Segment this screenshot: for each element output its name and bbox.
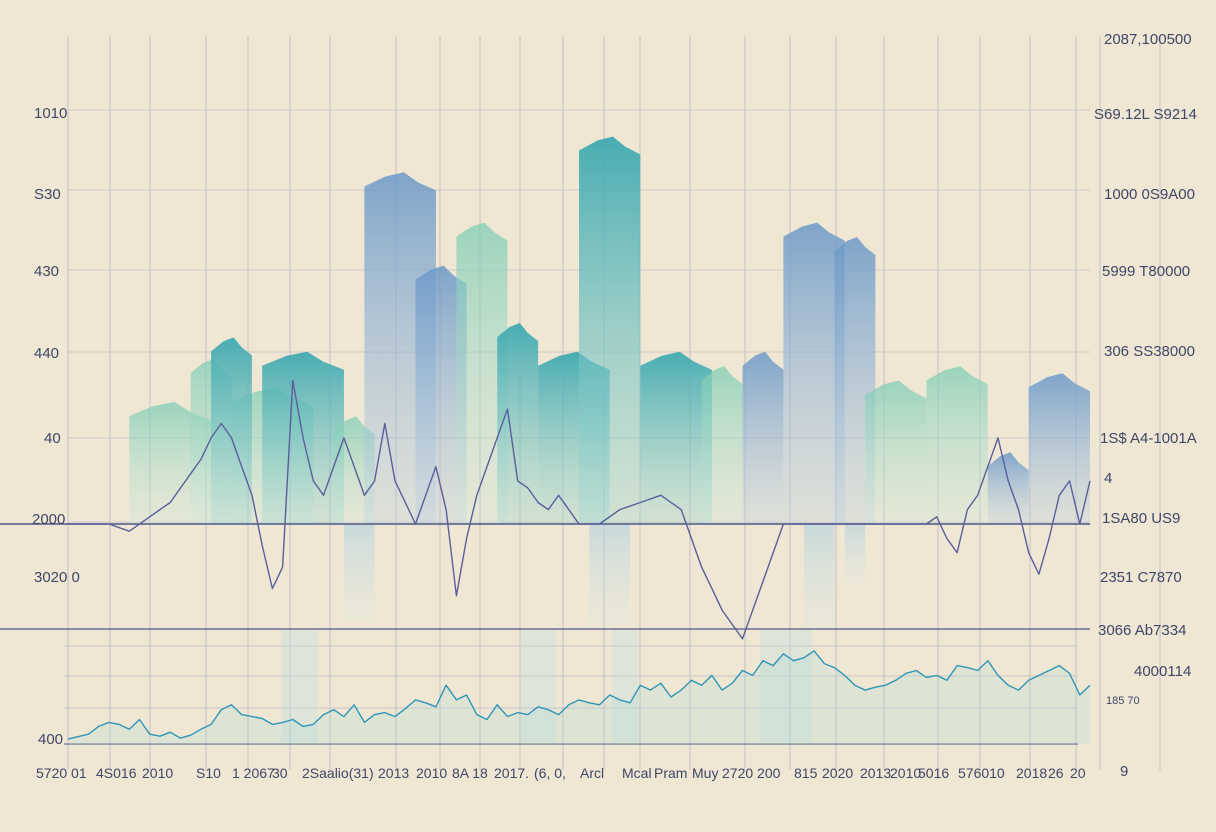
line-series	[67, 379, 1091, 744]
tick-label: 400	[38, 731, 63, 748]
tick-label: 9	[1120, 763, 1128, 780]
bar	[987, 452, 1029, 524]
bar	[589, 524, 631, 625]
tick-label: 30	[272, 765, 288, 781]
bar	[701, 366, 743, 524]
tick-label: 2018	[1016, 765, 1047, 781]
tick-label: 306 SS38000	[1104, 343, 1195, 360]
tick-label: 1SA80 US9	[1102, 510, 1180, 527]
tick-label: 4S016	[96, 765, 137, 781]
tick-label: 5720 01	[36, 765, 87, 781]
tick-label: S69.12L S9214	[1094, 106, 1197, 123]
bar	[211, 337, 252, 524]
tick-label: 1 2067	[232, 765, 275, 781]
tick-label: 20	[1070, 765, 1086, 781]
tick-label: S10	[196, 765, 221, 781]
bar	[865, 380, 927, 524]
tick-label: 2720 200	[722, 765, 781, 781]
tick-label: 440	[34, 345, 59, 362]
bar	[640, 351, 712, 524]
bar	[1028, 373, 1090, 524]
tick-label: 1000 0S9A00	[1104, 186, 1195, 203]
tick-label: 815	[794, 765, 818, 781]
tick-label: 2010	[890, 765, 921, 781]
tick-label: 430	[34, 263, 59, 280]
tick-label: Muy	[692, 765, 718, 781]
tick-label: 2010	[416, 765, 447, 781]
tick-label: 2000	[32, 511, 65, 528]
bar	[783, 222, 845, 524]
tick-label: 1010	[34, 105, 67, 122]
tick-label: 576010	[958, 765, 1005, 781]
tick-label: 185 70	[1106, 695, 1140, 707]
tick-label: 40	[44, 430, 61, 447]
tick-label: 5999 T80000	[1102, 263, 1190, 280]
bar	[579, 136, 641, 524]
left-axis-labels: 1010 S30 430 440 40 2000 3020 0 400	[32, 105, 80, 748]
bar	[926, 366, 988, 524]
series-area-lower	[68, 650, 1090, 744]
bar	[760, 630, 812, 742]
tick-label: 5016	[918, 765, 949, 781]
tick-label: 4	[1104, 470, 1112, 487]
tick-label: 2013	[860, 765, 891, 781]
bar	[456, 222, 508, 524]
tick-label: 2010	[142, 765, 173, 781]
tick-label: 3020 0	[34, 569, 80, 586]
tick-label: 3066 Ab7334	[1098, 622, 1186, 639]
bar	[612, 630, 638, 742]
bar	[844, 524, 866, 583]
tick-label: 1S$ A4-1001A	[1100, 430, 1197, 447]
right-axis-labels: 2087,100500 S69.12L S9214 1000 0S9A00 5999 …	[1094, 31, 1197, 780]
tick-label: 2017.	[494, 765, 529, 781]
tick-label: Pram	[654, 765, 687, 781]
tick-label: 2020	[822, 765, 853, 781]
tick-label: 2Saalio(31)	[302, 765, 374, 781]
series-line-lower	[67, 650, 1091, 740]
tick-label: 8A 18	[452, 765, 488, 781]
tick-label: 2351 C7870	[1100, 569, 1182, 586]
tick-label: 2013	[378, 765, 409, 781]
tick-label: 26	[1048, 765, 1064, 781]
tick-label: Arcl	[580, 765, 604, 781]
bar	[415, 265, 467, 524]
bar	[803, 524, 835, 630]
bar	[742, 351, 784, 524]
tick-label: 4000114	[1134, 663, 1191, 680]
tick-label: Mcal	[622, 765, 652, 781]
bar	[343, 524, 375, 620]
series-line-upper	[68, 379, 1091, 640]
tick-label: 2087,100500	[1104, 31, 1192, 48]
bar-series	[129, 136, 1090, 742]
bar	[520, 630, 556, 742]
bar	[497, 323, 539, 524]
tick-label: (6, 0,	[534, 765, 566, 781]
tick-label: S30	[34, 186, 61, 203]
